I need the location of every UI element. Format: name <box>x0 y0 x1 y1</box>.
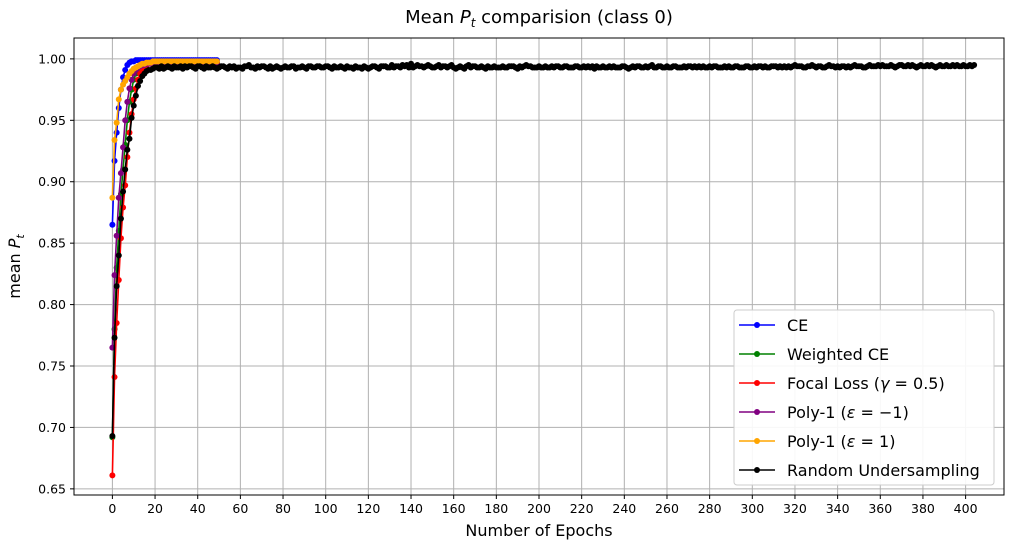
y-tick-label: 0.80 <box>38 297 66 312</box>
y-tick-label: 1.00 <box>38 51 66 66</box>
x-tick-label: 160 <box>442 501 466 516</box>
legend-swatch-marker <box>754 380 760 386</box>
chart-title: Mean Pt comparision (class 0) <box>405 7 673 30</box>
data-point <box>115 194 122 201</box>
x-tick-label: 20 <box>147 501 163 516</box>
x-tick-label: 260 <box>655 501 679 516</box>
data-point <box>126 85 133 92</box>
legend-label: Poly-1 (ε = −1) <box>787 403 909 422</box>
data-point <box>137 78 144 84</box>
x-tick-label: 200 <box>527 501 551 516</box>
legend-item: Random Undersampling <box>739 461 980 480</box>
data-point <box>111 272 118 279</box>
legend-label: Weighted CE <box>787 345 889 364</box>
series-poly-1-1 <box>109 60 220 351</box>
x-tick-label: 120 <box>356 501 380 516</box>
x-tick-label: 380 <box>911 501 935 516</box>
data-point <box>120 188 127 195</box>
legend-item: Focal Loss (γ = 0.5) <box>739 374 945 393</box>
data-point <box>109 433 116 440</box>
legend: CE Weighted CE Focal Loss (γ = 0.5) Poly-1 … <box>733 309 995 486</box>
legend-label: Random Undersampling <box>787 461 980 480</box>
x-tick-label: 60 <box>232 501 248 516</box>
legend-item: Poly-1 (ε = −1) <box>739 403 909 422</box>
y-axis: 0.65 0.70 0.75 0.80 0.85 0.90 0.95 1.00 <box>38 51 74 496</box>
series-random-undersampling <box>109 60 978 440</box>
data-point <box>113 119 120 126</box>
data-point <box>126 135 133 142</box>
legend-box <box>733 309 995 486</box>
x-tick-label: 40 <box>190 501 206 516</box>
y-tick-label: 0.75 <box>38 359 66 374</box>
x-tick-label: 300 <box>740 501 764 516</box>
legend-item: Poly-1 (ε = 1) <box>739 432 895 451</box>
x-tick-label: 400 <box>954 501 978 516</box>
legend-item: CE <box>739 316 808 335</box>
data-point <box>124 98 131 105</box>
legend-swatch-marker <box>754 322 760 328</box>
legend-item: Weighted CE <box>739 345 889 364</box>
y-tick-label: 0.90 <box>38 174 66 189</box>
legend-label: Focal Loss (γ = 0.5) <box>787 374 945 393</box>
x-axis: 0 20 40 60 80 100 120 140 160 180 200 220 240 260 280 3… <box>108 495 978 516</box>
series-layer <box>109 57 978 479</box>
y-tick-label: 0.65 <box>38 481 66 496</box>
data-point <box>122 166 129 173</box>
y-tick-label: 0.85 <box>38 236 66 251</box>
data-point <box>111 374 118 381</box>
x-tick-label: 140 <box>399 501 423 516</box>
legend-label: Poly-1 (ε = 1) <box>787 432 895 451</box>
x-tick-label: 220 <box>570 501 594 516</box>
x-axis-label: Number of Epochs <box>465 521 612 540</box>
legend-swatch-marker <box>754 409 760 415</box>
data-point <box>117 170 124 177</box>
data-point <box>124 146 131 153</box>
legend-swatch-marker <box>754 467 760 473</box>
data-point <box>109 472 116 479</box>
data-point <box>113 232 120 239</box>
data-point <box>132 92 139 99</box>
data-point <box>134 82 141 89</box>
data-point <box>971 62 978 69</box>
series-poly-1-1 <box>109 58 220 201</box>
series-line <box>111 61 217 476</box>
data-point <box>109 221 116 228</box>
x-tick-label: 320 <box>783 501 807 516</box>
data-point <box>117 215 124 222</box>
data-point <box>113 283 120 290</box>
x-tick-label: 100 <box>314 501 338 516</box>
data-point <box>111 136 118 143</box>
data-point <box>130 102 137 109</box>
y-tick-label: 0.95 <box>38 113 66 128</box>
x-tick-label: 340 <box>826 501 850 516</box>
data-point <box>122 117 129 124</box>
data-point <box>115 96 122 103</box>
x-tick-label: 0 <box>108 501 116 516</box>
data-point <box>115 252 122 259</box>
legend-label: CE <box>787 316 808 335</box>
y-axis-label: mean Pt <box>5 234 27 299</box>
data-point <box>117 86 124 93</box>
data-point <box>111 334 118 341</box>
x-tick-label: 360 <box>868 501 892 516</box>
data-point <box>109 194 116 201</box>
legend-swatch-marker <box>754 351 760 357</box>
data-point <box>213 58 220 65</box>
legend-swatch-marker <box>754 438 760 444</box>
x-tick-label: 80 <box>275 501 291 516</box>
data-point <box>122 66 129 73</box>
x-tick-label: 240 <box>612 501 636 516</box>
y-tick-label: 0.70 <box>38 420 66 435</box>
x-tick-label: 180 <box>484 501 508 516</box>
x-tick-label: 280 <box>698 501 722 516</box>
data-point <box>128 114 135 121</box>
